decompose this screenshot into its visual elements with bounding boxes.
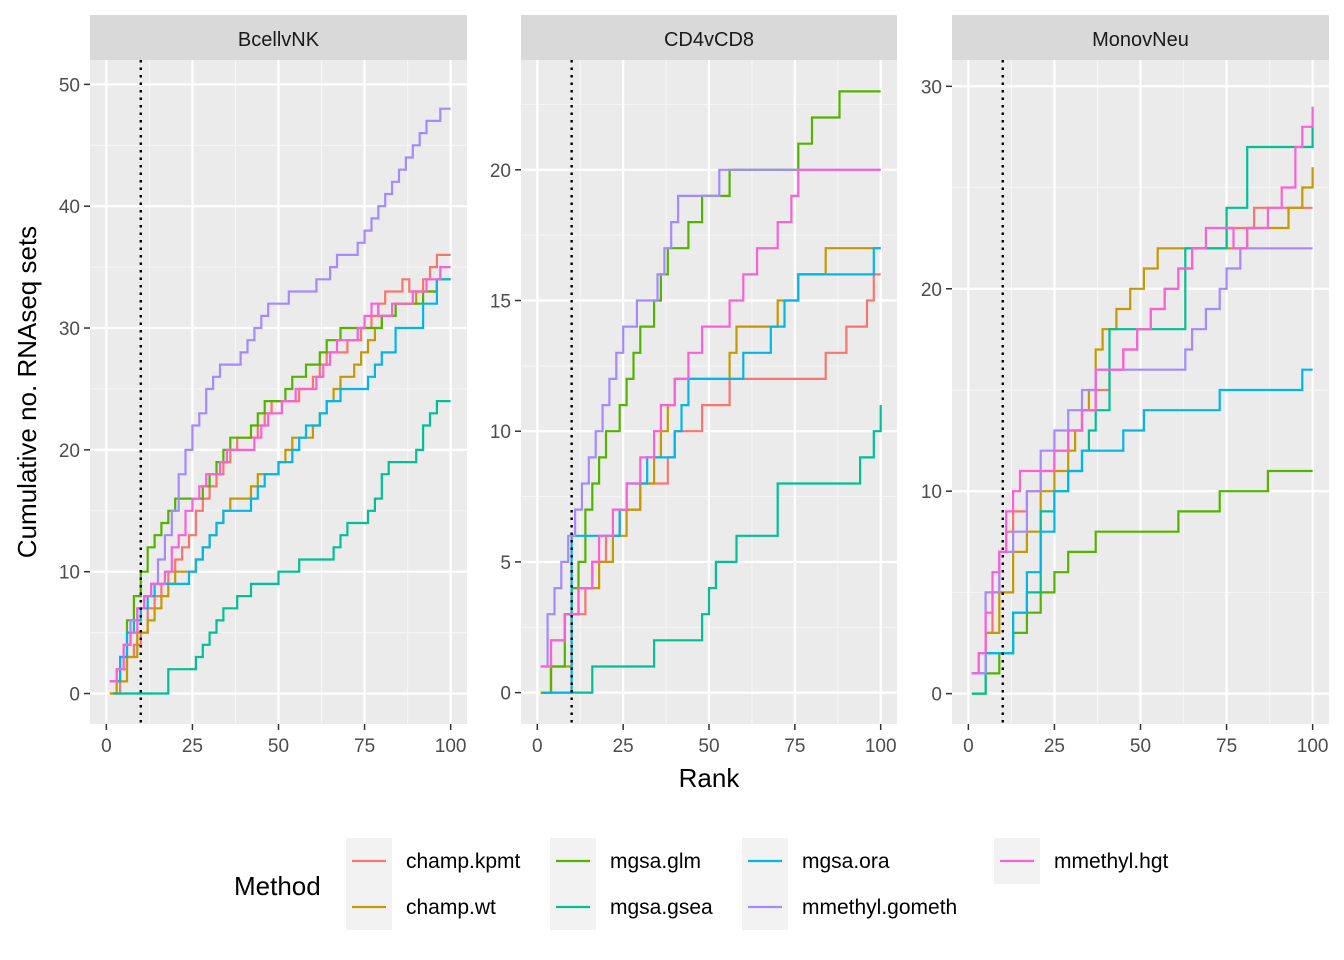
y-tick-label: 15 bbox=[490, 292, 511, 313]
legend-item-mgsa-ora: mgsa.ora bbox=[742, 838, 890, 884]
x-tick-label: 100 bbox=[435, 736, 467, 757]
series-line-champ-kpmt bbox=[109, 253, 451, 695]
panel-bcellvnk: BcellvNK 0 25 50 75 100 0 10 20 30 40 50 bbox=[59, 15, 467, 757]
y-tick-label: 50 bbox=[59, 75, 80, 96]
legend-title: Method bbox=[234, 871, 321, 901]
x-tick-label: 50 bbox=[268, 736, 289, 757]
legend-item-mmethyl-gometh: mmethyl.gometh bbox=[742, 884, 957, 930]
y-tick-label: 5 bbox=[500, 553, 511, 574]
legend-item-champ-wt: champ.wt bbox=[346, 884, 496, 930]
x-tick-label: 75 bbox=[784, 736, 805, 757]
series-line-mmethyl-gometh bbox=[971, 247, 1313, 675]
series-line-mmethyl-hgt bbox=[971, 106, 1314, 675]
x-tick-label: 0 bbox=[963, 736, 974, 757]
facet-strip bbox=[952, 15, 1329, 60]
series-line-mmethyl-hgt bbox=[540, 168, 881, 668]
legend-label: mmethyl.gometh bbox=[802, 896, 957, 919]
legend: Method champ.kpmt champ.wt mgsa.glm mgsa.gs… bbox=[234, 838, 1169, 930]
y-tick-label: 10 bbox=[59, 563, 80, 584]
y-tick-label: 10 bbox=[490, 422, 511, 443]
series-line-mmethyl-hgt bbox=[109, 266, 451, 683]
x-tick-label: 75 bbox=[354, 736, 375, 757]
y-tick-label: 10 bbox=[921, 482, 942, 503]
series-line-champ-kpmt bbox=[544, 273, 881, 694]
y-tick-label: 0 bbox=[69, 685, 80, 706]
y-tick-label: 0 bbox=[500, 684, 511, 705]
series-line-mmethyl-gometh bbox=[540, 168, 881, 668]
legend-label: mgsa.ora bbox=[802, 850, 890, 873]
y-tick-label: 20 bbox=[59, 441, 80, 462]
panel-cd4vcd8: CD4vCD8 0 25 50 75 100 0 5 10 15 20 bbox=[490, 15, 897, 757]
legend-item-champ-kpmt: champ.kpmt bbox=[346, 838, 521, 884]
panel-monovneu: MonovNeu 0 25 50 75 100 0 10 20 30 bbox=[921, 15, 1329, 757]
x-tick-label: 100 bbox=[865, 736, 897, 757]
legend-item-mgsa-glm: mgsa.glm bbox=[550, 838, 701, 884]
x-tick-label: 75 bbox=[1216, 736, 1237, 757]
x-tick-label: 50 bbox=[1130, 736, 1151, 757]
x-tick-label: 0 bbox=[532, 736, 543, 757]
series-line-mgsa-glm bbox=[971, 469, 1313, 695]
legend-label: mgsa.gsea bbox=[610, 896, 713, 919]
x-tick-label: 100 bbox=[1297, 736, 1329, 757]
legend-item-mgsa-gsea: mgsa.gsea bbox=[550, 884, 713, 930]
series-line-mgsa-ora bbox=[109, 278, 451, 683]
x-tick-label: 25 bbox=[1044, 736, 1065, 757]
y-tick-label: 20 bbox=[921, 280, 942, 301]
series-group bbox=[971, 106, 1314, 695]
x-tick-label: 50 bbox=[698, 736, 719, 757]
facet-strip bbox=[521, 15, 897, 60]
facet-strip bbox=[90, 15, 467, 60]
y-tick-label: 20 bbox=[490, 161, 511, 182]
x-tick-label: 25 bbox=[613, 736, 634, 757]
y-tick-label: 0 bbox=[931, 685, 942, 706]
series-group bbox=[540, 90, 882, 694]
facet-strip-label: CD4vCD8 bbox=[664, 29, 754, 51]
series-line-mgsa-gsea bbox=[113, 400, 451, 695]
y-tick-label: 40 bbox=[59, 197, 80, 218]
legend-label: champ.wt bbox=[406, 896, 496, 919]
x-tick-label: 25 bbox=[182, 736, 203, 757]
y-axis-title: Cumulative no. RNAseq sets bbox=[12, 226, 42, 558]
series-line-mgsa-glm bbox=[109, 278, 451, 683]
facet-strip-label: BcellvNK bbox=[238, 29, 320, 51]
facet-strip-label: MonovNeu bbox=[1092, 29, 1189, 51]
series-line-mgsa-ora bbox=[971, 368, 1313, 675]
legend-label: champ.kpmt bbox=[406, 850, 521, 873]
series-group bbox=[109, 107, 451, 695]
x-tick-label: 0 bbox=[101, 736, 112, 757]
legend-label: mmethyl.hgt bbox=[1054, 850, 1169, 873]
x-axis-title: Rank bbox=[679, 763, 741, 793]
series-line-mgsa-gsea bbox=[544, 405, 882, 694]
y-tick-label: 30 bbox=[921, 77, 942, 98]
y-tick-label: 30 bbox=[59, 319, 80, 340]
legend-label: mgsa.glm bbox=[610, 850, 701, 873]
legend-item-mmethyl-hgt: mmethyl.hgt bbox=[994, 838, 1169, 884]
